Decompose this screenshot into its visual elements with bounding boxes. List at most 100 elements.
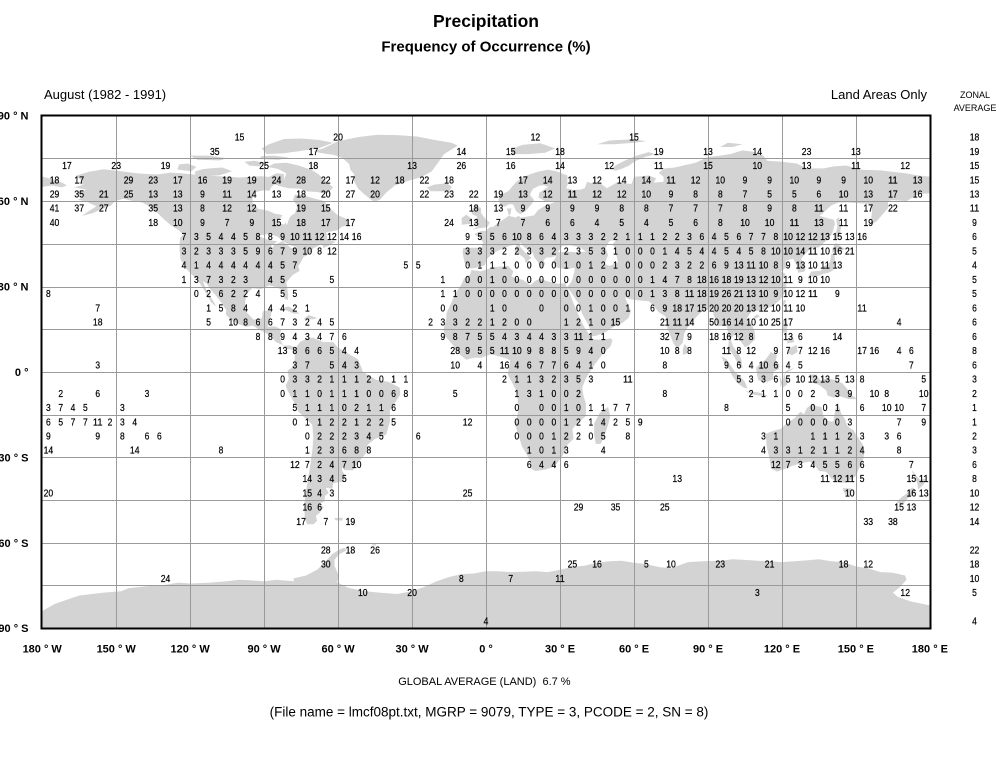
svg-text:Precipitation: Precipitation	[433, 11, 539, 31]
svg-text:6: 6	[847, 460, 852, 471]
svg-text:2: 2	[502, 318, 507, 329]
svg-text:0: 0	[515, 417, 520, 428]
svg-text:41: 41	[50, 204, 60, 215]
svg-text:4: 4	[268, 303, 273, 314]
svg-text:19: 19	[734, 275, 744, 286]
svg-text:21: 21	[660, 318, 670, 329]
svg-text:3: 3	[465, 246, 470, 257]
svg-text:15: 15	[703, 161, 713, 172]
svg-text:2: 2	[662, 232, 667, 243]
svg-text:Frequency of Occurrence (%): Frequency of Occurrence (%)	[381, 39, 590, 56]
svg-text:7: 7	[897, 417, 902, 428]
svg-text:10: 10	[759, 289, 769, 300]
svg-text:0: 0	[601, 318, 606, 329]
svg-text:2: 2	[108, 417, 113, 428]
svg-text:10: 10	[970, 574, 980, 585]
svg-text:18: 18	[346, 545, 356, 556]
svg-text:1: 1	[638, 232, 643, 243]
svg-text:6: 6	[95, 389, 100, 400]
svg-text:5: 5	[749, 246, 754, 257]
svg-text:7: 7	[675, 332, 680, 343]
svg-text:5: 5	[416, 261, 421, 272]
svg-text:0: 0	[798, 417, 803, 428]
svg-text:1: 1	[354, 375, 359, 386]
svg-text:5: 5	[736, 375, 741, 386]
svg-text:3: 3	[305, 332, 310, 343]
svg-text:9: 9	[46, 432, 51, 443]
svg-text:3: 3	[120, 403, 125, 414]
svg-text:18: 18	[50, 175, 60, 186]
svg-text:7: 7	[761, 232, 766, 243]
svg-text:1: 1	[379, 403, 384, 414]
svg-text:10: 10	[870, 389, 880, 400]
svg-text:12: 12	[796, 232, 806, 243]
svg-text:0: 0	[786, 389, 791, 400]
svg-text:3: 3	[675, 261, 680, 272]
svg-text:19: 19	[247, 175, 257, 186]
svg-text:20: 20	[321, 190, 331, 201]
svg-text:0: 0	[502, 289, 507, 300]
svg-text:8: 8	[200, 204, 205, 215]
svg-text:5: 5	[972, 289, 977, 300]
svg-text:15: 15	[697, 303, 707, 314]
svg-text:5: 5	[644, 560, 649, 571]
svg-text:7: 7	[552, 360, 557, 371]
svg-text:8: 8	[459, 574, 464, 585]
svg-text:4: 4	[712, 232, 717, 243]
svg-text:16: 16	[352, 232, 362, 243]
svg-text:0: 0	[588, 289, 593, 300]
svg-text:2: 2	[972, 389, 977, 400]
svg-text:3: 3	[576, 246, 581, 257]
svg-text:1: 1	[182, 275, 187, 286]
svg-text:14: 14	[617, 175, 627, 186]
svg-text:1: 1	[798, 446, 803, 457]
svg-text:1: 1	[613, 261, 618, 272]
svg-text:0: 0	[552, 275, 557, 286]
svg-text:3: 3	[539, 246, 544, 257]
svg-text:4: 4	[256, 289, 261, 300]
svg-text:24: 24	[161, 574, 171, 585]
svg-text:5: 5	[293, 289, 298, 300]
svg-text:6: 6	[145, 432, 150, 443]
svg-text:38: 38	[888, 517, 898, 528]
svg-text:21: 21	[765, 560, 775, 571]
svg-text:3: 3	[564, 232, 569, 243]
svg-text:20: 20	[370, 190, 380, 201]
svg-text:32: 32	[660, 332, 670, 343]
svg-text:1: 1	[330, 403, 335, 414]
svg-text:22: 22	[888, 204, 898, 215]
svg-text:1: 1	[601, 332, 606, 343]
svg-text:10: 10	[808, 275, 818, 286]
svg-text:3: 3	[120, 417, 125, 428]
svg-text:16: 16	[820, 346, 830, 357]
svg-text:11: 11	[93, 417, 103, 428]
svg-text:(File name = lmcf08pt.txt, MGR: (File name = lmcf08pt.txt, MGRP = 9079, …	[270, 705, 709, 720]
svg-text:1: 1	[305, 403, 310, 414]
svg-text:9: 9	[972, 218, 977, 229]
svg-text:0: 0	[588, 432, 593, 443]
svg-text:7: 7	[71, 417, 76, 428]
svg-text:6: 6	[817, 190, 822, 201]
svg-text:8: 8	[773, 232, 778, 243]
svg-text:90 ° N: 90 ° N	[0, 111, 29, 123]
svg-text:1: 1	[588, 261, 593, 272]
svg-text:17: 17	[518, 175, 528, 186]
svg-text:6: 6	[545, 218, 550, 229]
svg-text:33: 33	[864, 517, 874, 528]
svg-text:1: 1	[515, 375, 520, 386]
svg-text:10: 10	[759, 318, 769, 329]
svg-text:9: 9	[545, 204, 550, 215]
svg-text:12: 12	[543, 190, 553, 201]
svg-text:10: 10	[771, 246, 781, 257]
svg-text:18: 18	[970, 560, 980, 571]
svg-text:7: 7	[182, 232, 187, 243]
svg-text:120 ° W: 120 ° W	[170, 644, 210, 656]
svg-text:4: 4	[219, 261, 224, 272]
svg-text:4: 4	[972, 617, 977, 628]
svg-text:35: 35	[74, 190, 84, 201]
svg-text:1: 1	[823, 446, 828, 457]
svg-text:8: 8	[231, 303, 236, 314]
svg-text:21: 21	[99, 190, 109, 201]
svg-text:4: 4	[330, 460, 335, 471]
svg-text:17: 17	[296, 517, 306, 528]
